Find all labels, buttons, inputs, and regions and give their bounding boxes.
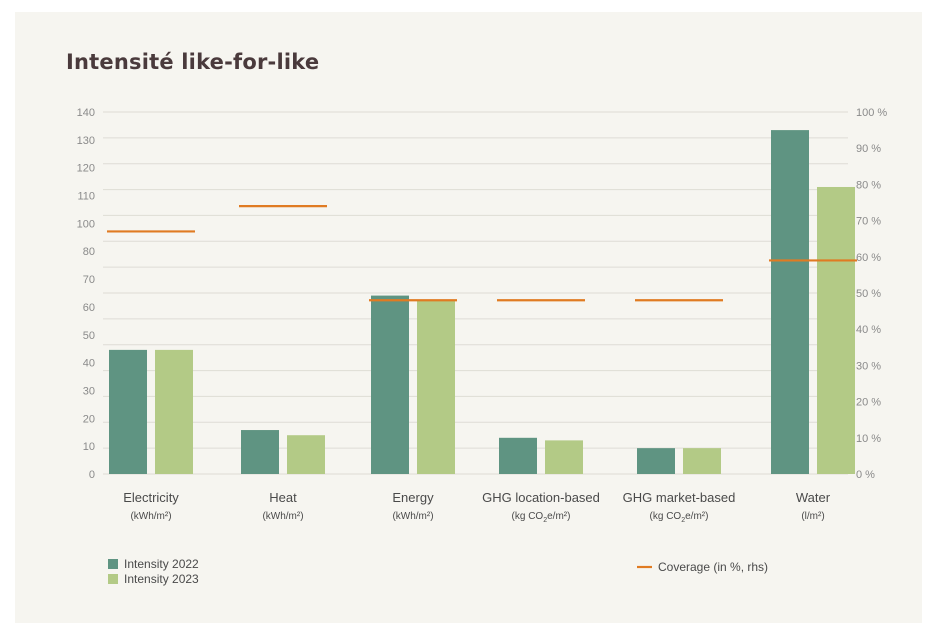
left-axis-tick-label: 140 — [77, 107, 95, 119]
legend-swatch — [108, 559, 118, 569]
chart-panel — [15, 12, 922, 623]
chart-title: Intensité like-for-like — [66, 50, 320, 74]
left-axis-tick-label: 30 — [83, 385, 95, 397]
bar-intensity-2022 — [109, 349, 147, 474]
right-axis-tick-label: 80 % — [856, 179, 881, 191]
bar-intensity-2022 — [637, 448, 675, 474]
category-unit: (kWh/m²) — [262, 511, 303, 522]
category-label: Electricity — [123, 490, 179, 505]
left-axis-tick-label: 110 — [77, 191, 95, 203]
right-axis-tick-label: 60 % — [856, 252, 881, 264]
right-axis-tick-label: 50 % — [856, 288, 881, 300]
legend-label: Intensity 2023 — [124, 572, 199, 586]
legend-label: Coverage (in %, rhs) — [658, 560, 768, 574]
right-axis-tick-label: 20 % — [856, 397, 881, 409]
category-unit: (kWh/m²) — [392, 511, 433, 522]
bar-intensity-2022 — [499, 437, 537, 474]
category-label: GHG market-based — [623, 490, 736, 505]
left-axis-tick-label: 0 — [89, 469, 95, 481]
bar-intensity-2023 — [683, 448, 721, 474]
bar-intensity-2022 — [241, 430, 279, 474]
left-axis-tick-label: 60 — [83, 302, 95, 314]
bar-intensity-2023 — [417, 300, 455, 474]
left-axis-tick-label: 50 — [83, 330, 95, 342]
bar-intensity-2023 — [817, 186, 855, 474]
left-axis-tick-label: 80 — [83, 246, 95, 258]
category-unit: (kg CO2e/m²) — [650, 511, 709, 524]
left-axis-tick-label: 120 — [77, 163, 95, 175]
bar-intensity-2023 — [545, 440, 583, 474]
bar-intensity-2023 — [155, 349, 193, 474]
bar-intensity-2022 — [771, 130, 809, 474]
right-axis-tick-label: 30 % — [856, 360, 881, 372]
category-unit: (kg CO2e/m²) — [512, 511, 571, 524]
left-axis-tick-label: 40 — [83, 358, 95, 370]
right-axis-tick-label: 0 % — [856, 469, 875, 481]
bar-intensity-2022 — [371, 295, 409, 474]
category-label: Heat — [269, 490, 297, 505]
left-axis-tick-label: 70 — [83, 274, 95, 286]
right-axis-tick-label: 70 % — [856, 216, 881, 228]
left-axis-tick-label: 130 — [77, 135, 95, 147]
category-label: Energy — [392, 490, 434, 505]
legend-swatch — [108, 574, 118, 584]
right-axis-tick-label: 40 % — [856, 324, 881, 336]
category-label: Water — [796, 490, 831, 505]
right-axis-tick-label: 90 % — [856, 143, 881, 155]
left-axis-tick-label: 100 — [77, 218, 95, 230]
category-label: GHG location-based — [482, 490, 600, 505]
left-axis-tick-label: 10 — [83, 441, 95, 453]
right-axis-tick-label: 10 % — [856, 433, 881, 445]
legend-label: Intensity 2022 — [124, 557, 199, 571]
category-unit: (kWh/m²) — [130, 511, 171, 522]
category-unit: (l/m²) — [801, 511, 824, 522]
bar-intensity-2023 — [287, 435, 325, 474]
right-axis-tick-label: 100 % — [856, 107, 887, 119]
left-axis-tick-label: 20 — [83, 413, 95, 425]
